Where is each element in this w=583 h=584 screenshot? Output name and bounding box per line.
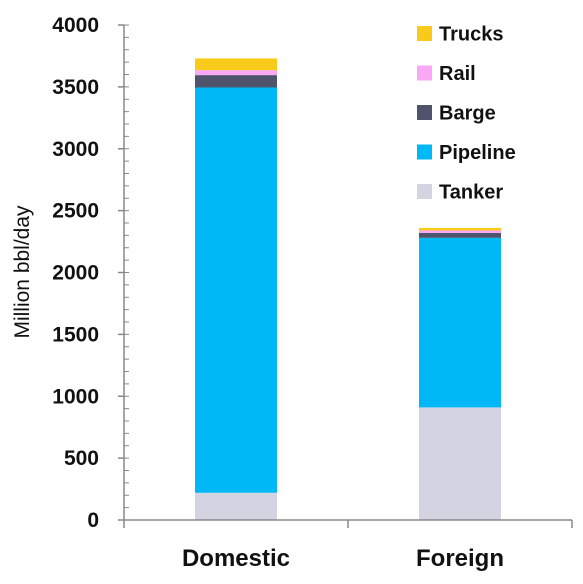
legend: Trucks Rail Barge Pipeline Tanker — [417, 24, 516, 204]
legend-swatch-pipeline — [417, 144, 432, 160]
bar-domestic-tanker — [195, 492, 277, 520]
legend-swatch-barge — [417, 105, 432, 120]
legend-swatch-rail — [417, 65, 432, 81]
bars-layer — [195, 58, 501, 520]
bar-domestic-barge — [195, 75, 277, 88]
y-tick-label: 2000 — [52, 262, 99, 285]
bar-domestic-rail — [195, 70, 277, 76]
bar-foreign-tanker — [419, 407, 501, 520]
legend-label-tanker: Tanker — [439, 182, 503, 204]
y-tick-label: 4000 — [52, 14, 99, 37]
y-tick-label: 2500 — [52, 200, 99, 223]
legend-label-trucks: Trucks — [439, 24, 503, 46]
legend-swatch-trucks — [417, 26, 432, 41]
legend-label-pipeline: Pipeline — [439, 142, 516, 164]
bar-domestic-trucks — [195, 58, 277, 71]
y-tick-label: 0 — [87, 509, 99, 532]
bar-foreign-barge — [419, 232, 501, 238]
y-tick-label: 3000 — [52, 138, 99, 161]
bar-foreign-trucks — [419, 227, 501, 231]
x-category-label: Foreign — [416, 545, 504, 572]
axes-layer: 0 500 1000 1500 2000 2500 3000 3500 4000 Domestic… — [52, 14, 573, 572]
bar-domestic-pipeline — [195, 87, 277, 493]
bar-foreign-pipeline — [419, 237, 501, 408]
bar-foreign-rail — [419, 230, 501, 233]
y-tick-label: 1500 — [52, 323, 99, 346]
y-tick-label: 1000 — [52, 385, 99, 408]
legend-swatch-tanker — [417, 184, 432, 199]
legend-label-barge: Barge — [439, 103, 496, 125]
y-tick-label: 3500 — [52, 76, 99, 99]
y-tick-label: 500 — [64, 447, 99, 470]
y-axis-title: Million bbl/day — [11, 205, 34, 339]
x-category-label: Domestic — [182, 545, 290, 572]
legend-label-rail: Rail — [439, 63, 476, 85]
